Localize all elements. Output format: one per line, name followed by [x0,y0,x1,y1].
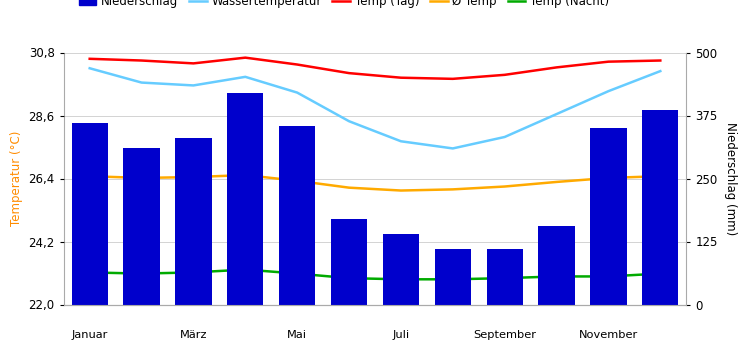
Y-axis label: Niederschlag (mm): Niederschlag (mm) [724,122,737,235]
Text: November: November [579,330,638,340]
Bar [71,123,108,304]
Text: Juli: Juli [392,330,410,340]
Legend: Niederschlag, Wassertemperatur, Temp (Tag), Ø Temp, Temp (Nacht): Niederschlag, Wassertemperatur, Temp (Ta… [74,0,614,13]
Bar [382,234,419,304]
Y-axis label: Temperatur (°C): Temperatur (°C) [10,131,23,226]
Bar [227,93,263,304]
Bar [124,148,160,304]
Bar [590,128,626,304]
Text: Januar: Januar [71,330,108,340]
Bar [435,249,471,304]
Text: März: März [180,330,207,340]
Text: Mai: Mai [287,330,308,340]
Bar [538,226,574,304]
Bar [487,249,523,304]
Bar [279,126,315,304]
Bar [642,111,679,304]
Bar [176,138,211,304]
Text: September: September [473,330,536,340]
Bar [331,219,368,304]
